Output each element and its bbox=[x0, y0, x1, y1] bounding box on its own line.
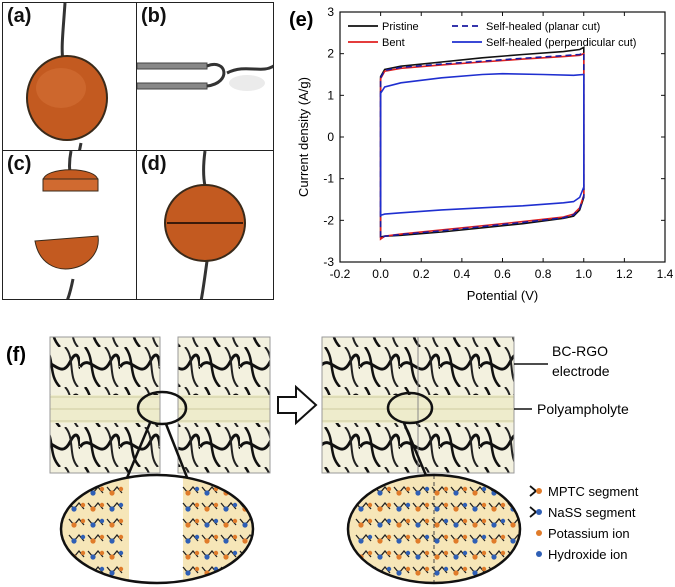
legend-label: Bent bbox=[382, 37, 405, 49]
legend-chain-icon bbox=[529, 485, 538, 497]
y-tick-label: -2 bbox=[323, 213, 334, 227]
panel-label-f: (f) bbox=[6, 344, 26, 366]
y-tick-label: 3 bbox=[327, 5, 334, 19]
x-tick-label: 0.8 bbox=[535, 267, 552, 281]
panel-a: (a) bbox=[2, 2, 138, 152]
right-cube bbox=[321, 336, 515, 474]
polyampholyte-label: Polyampholyte bbox=[537, 401, 629, 417]
arrow-icon bbox=[277, 384, 318, 426]
photo-a-image bbox=[26, 3, 108, 151]
x-tick-label: 1.0 bbox=[575, 267, 592, 281]
panel-b: (b) bbox=[136, 2, 274, 152]
y-tick-label: -3 bbox=[323, 255, 334, 269]
left-zoom-ellipse bbox=[59, 473, 255, 585]
y-axis-label: Current density (A/g) bbox=[296, 77, 311, 197]
legend-dot bbox=[536, 488, 542, 494]
electrode-label-line2: electrode bbox=[552, 363, 610, 379]
panel-label-e: (e) bbox=[289, 9, 313, 31]
left-zoom-circle bbox=[136, 390, 188, 426]
photo-d-image bbox=[164, 151, 246, 299]
schematic-legend-label: MPTC segment bbox=[548, 484, 639, 499]
y-tick-label: 1 bbox=[327, 88, 334, 102]
panel-c: (c) bbox=[2, 150, 138, 300]
y-tick-label: -1 bbox=[323, 172, 334, 186]
schematic-legend: MPTC segment NaSS segment Potassium ion Hyd… bbox=[529, 484, 639, 562]
legend-dot bbox=[536, 551, 542, 557]
x-tick-label: 1.2 bbox=[616, 267, 633, 281]
schematic-legend-label: NaSS segment bbox=[548, 505, 636, 520]
left-zoom-line-1 bbox=[122, 422, 152, 486]
photo-b-image bbox=[137, 62, 273, 91]
schematic-legend-label: Potassium ion bbox=[548, 526, 630, 541]
legend-dot bbox=[536, 509, 542, 515]
panel-label-b: (b) bbox=[141, 5, 167, 27]
x-tick-label: 0.2 bbox=[413, 267, 430, 281]
x-tick-label: 1.4 bbox=[657, 267, 674, 281]
photo-c-image bbox=[34, 151, 99, 299]
left-cube-half-1 bbox=[49, 336, 161, 474]
legend-label: Pristine bbox=[382, 21, 419, 33]
series-line-2 bbox=[379, 51, 585, 240]
x-tick-label: 0.6 bbox=[494, 267, 511, 281]
electrode-label-line1: BC-RGO bbox=[552, 343, 608, 359]
panel-label-a: (a) bbox=[7, 5, 32, 27]
left-cube-half-2 bbox=[177, 336, 271, 474]
x-tick-label: -0.2 bbox=[330, 267, 351, 281]
cv-chart: (e) -0.2 0.0 0.2 0.4 0.6 0.8 1.0 1.2 1.4 -3 -2 -1 0 1… bbox=[289, 5, 674, 303]
schematic-legend-label: Hydroxide ion bbox=[548, 547, 628, 562]
panel-label-c: (c) bbox=[7, 153, 32, 175]
left-zoom-line-2 bbox=[164, 423, 192, 486]
legend-chain-icon bbox=[529, 506, 538, 518]
x-axis-label: Potential (V) bbox=[467, 288, 539, 303]
series-line-3 bbox=[379, 72, 585, 217]
panel-label-d: (d) bbox=[141, 153, 167, 175]
legend-label: Self-healed (planar cut) bbox=[486, 21, 600, 33]
x-tick-label: 0.4 bbox=[454, 267, 471, 281]
right-zoom-ellipse bbox=[346, 473, 522, 585]
x-tick-label: 0.0 bbox=[372, 267, 389, 281]
legend-dot bbox=[536, 530, 542, 536]
legend-label: Self-healed (perpendicular cut) bbox=[486, 37, 636, 49]
panel-d: (d) bbox=[136, 150, 274, 300]
y-tick-label: 0 bbox=[327, 130, 334, 144]
right-zoom-circle bbox=[386, 391, 434, 425]
y-tick-label: 2 bbox=[327, 47, 334, 61]
schematic-diagram: (f) BC-RGO electrode Polyampholyte MPTC … bbox=[6, 336, 639, 585]
